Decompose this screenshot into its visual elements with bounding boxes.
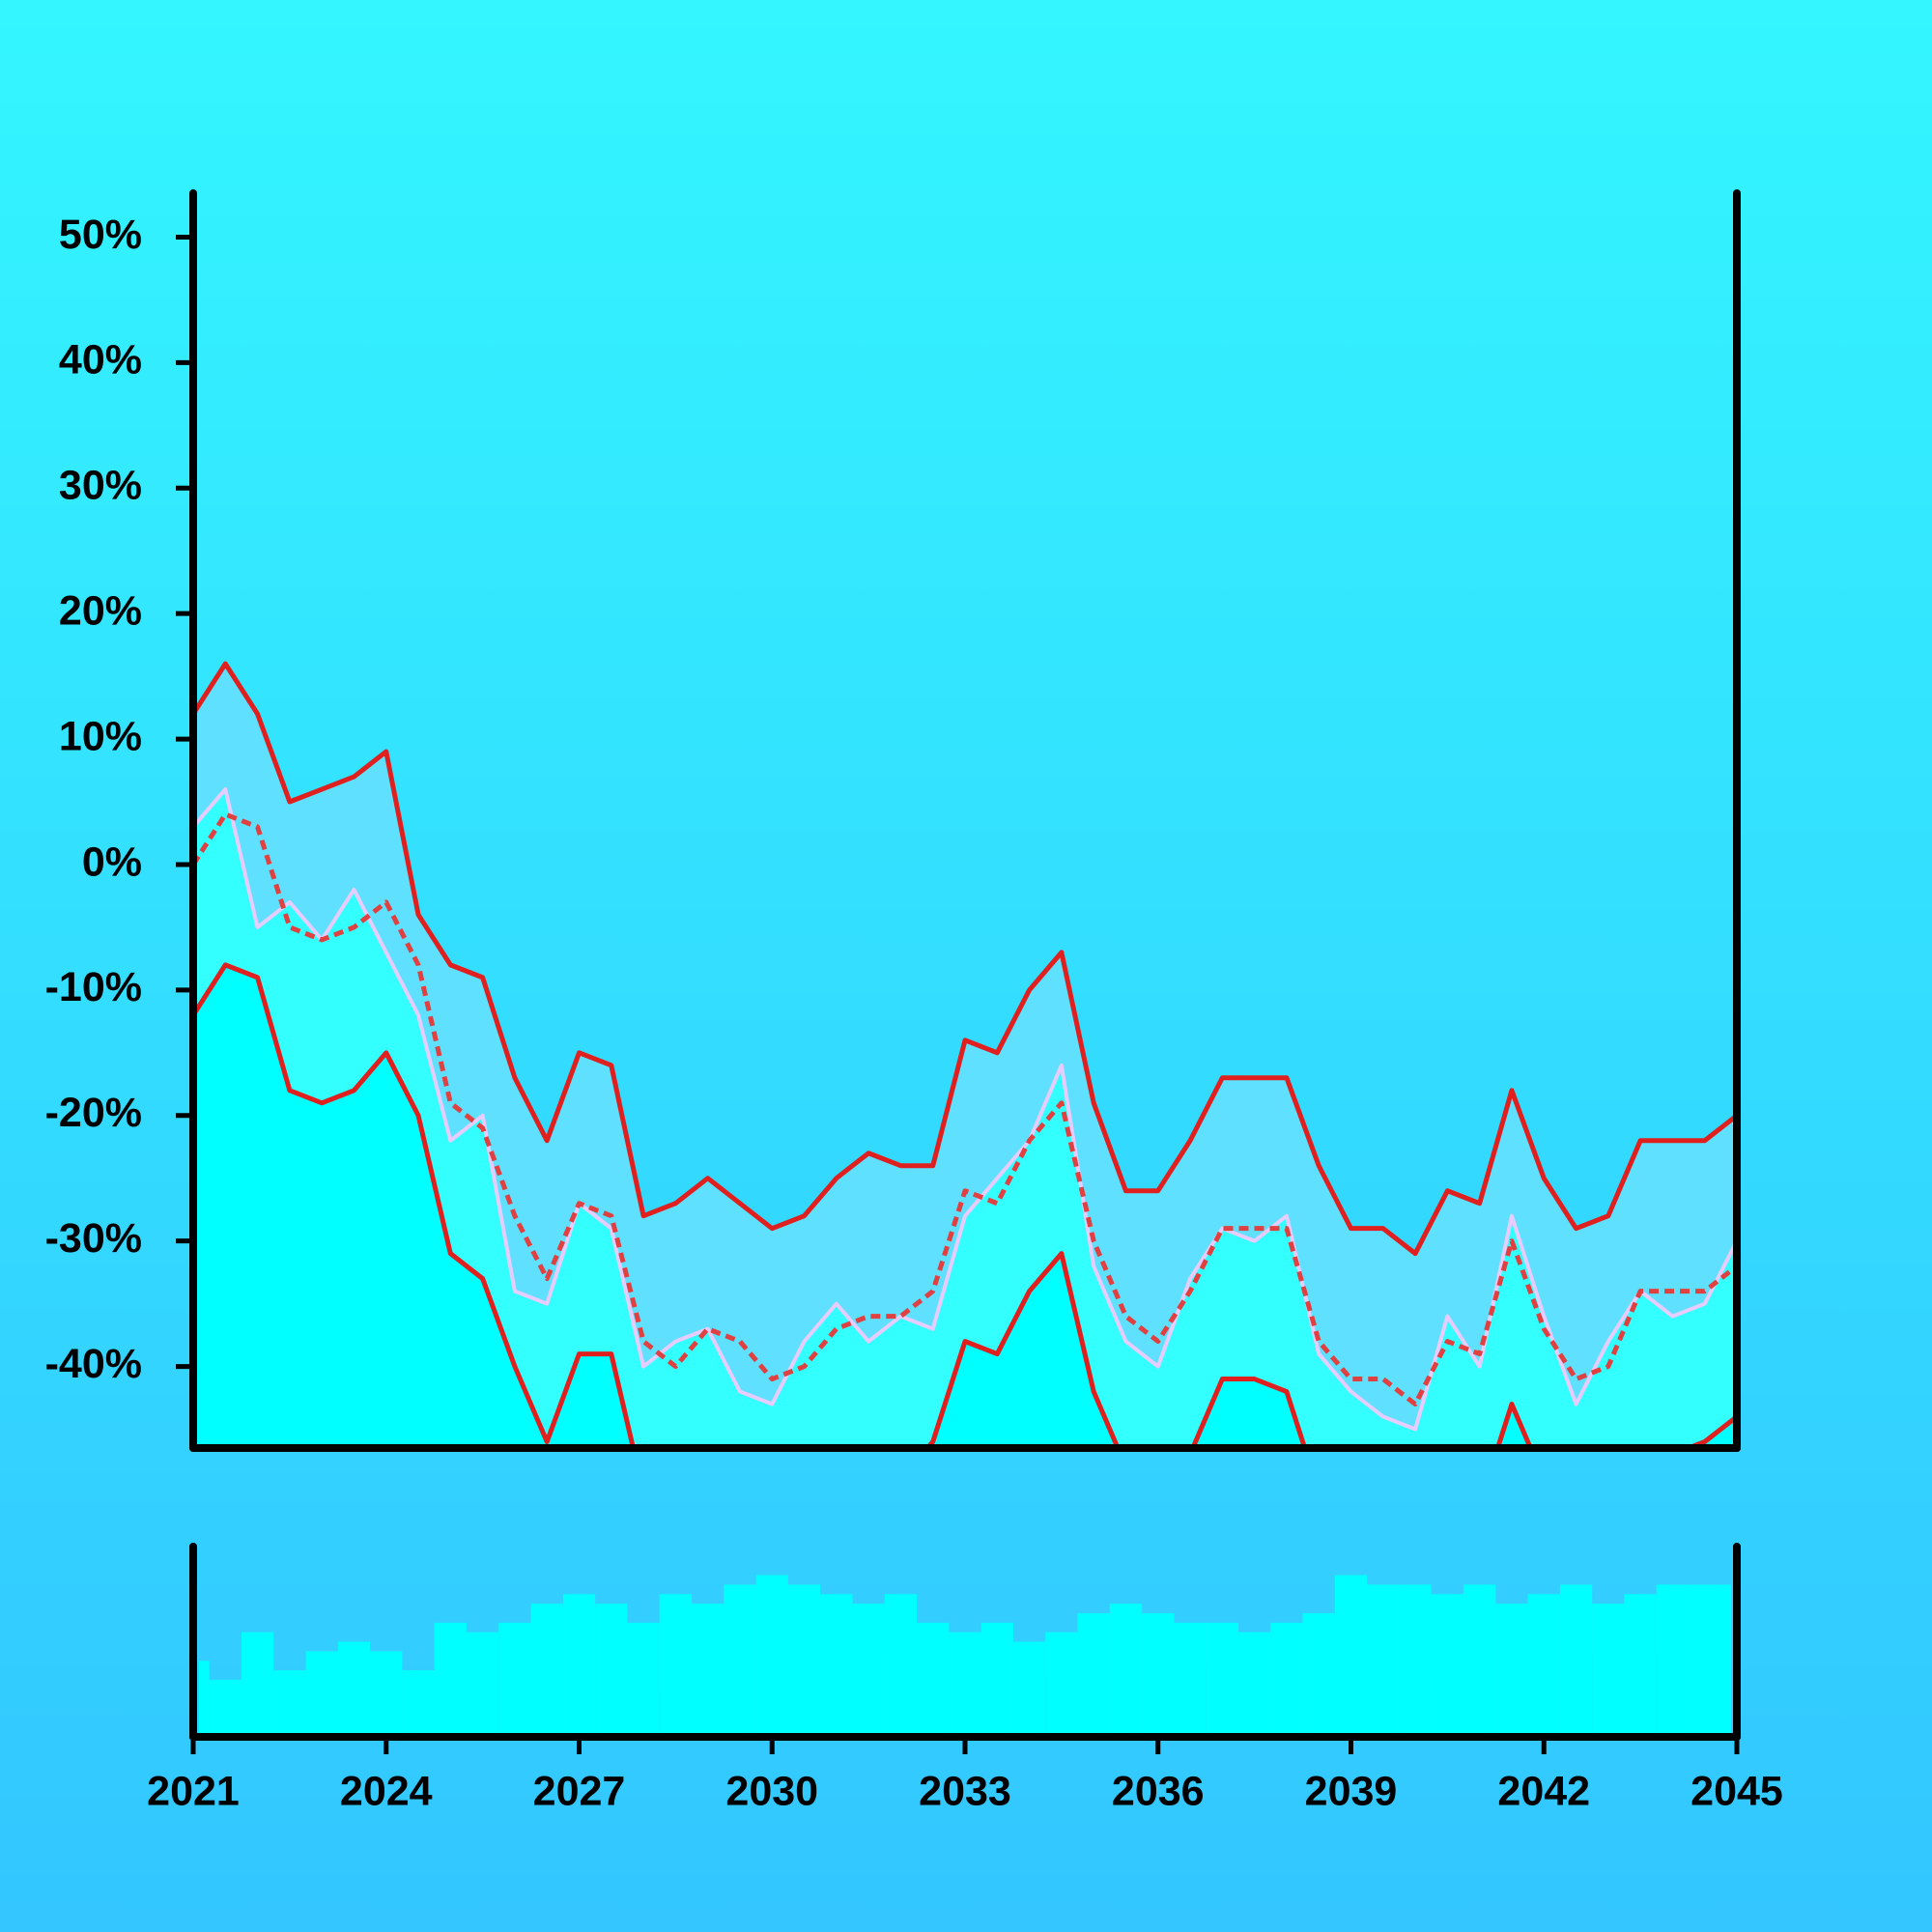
volume-bar bbox=[241, 1632, 274, 1737]
volume-bar bbox=[1689, 1584, 1721, 1737]
volume-bar bbox=[1367, 1584, 1400, 1737]
volume-bar bbox=[692, 1604, 724, 1737]
x-tick-label: 2024 bbox=[340, 1768, 433, 1814]
volume-bar bbox=[595, 1604, 628, 1737]
volume-bar bbox=[852, 1604, 885, 1737]
volume-bar bbox=[1206, 1622, 1238, 1737]
volume-bar bbox=[1624, 1594, 1657, 1737]
x-tick-label: 2042 bbox=[1497, 1768, 1590, 1814]
volume-bar bbox=[562, 1594, 596, 1737]
volume-bar bbox=[1237, 1632, 1271, 1737]
y-tick-label: -20% bbox=[45, 1090, 142, 1136]
volume-bar bbox=[1527, 1594, 1560, 1737]
volume-bar bbox=[659, 1594, 693, 1737]
volume-bar bbox=[1334, 1575, 1368, 1737]
volume-bar bbox=[1270, 1622, 1303, 1737]
volume-bar bbox=[884, 1594, 918, 1737]
y-tick-label: 50% bbox=[59, 212, 142, 258]
volume-bar bbox=[1720, 1584, 1731, 1737]
volume-bar bbox=[820, 1594, 853, 1737]
volume-bar bbox=[498, 1622, 531, 1737]
area bbox=[193, 964, 1737, 1448]
line bbox=[193, 962, 1737, 1448]
x-tick-label: 2045 bbox=[1690, 1768, 1783, 1814]
line bbox=[193, 811, 1737, 1407]
y-tick-label: 40% bbox=[59, 337, 142, 384]
volume-bar bbox=[273, 1670, 306, 1737]
y-tick-label: 30% bbox=[59, 463, 142, 509]
volume-bar bbox=[466, 1632, 499, 1737]
area bbox=[193, 789, 1737, 1448]
x-tick-label: 2021 bbox=[147, 1768, 240, 1814]
y-tick-label: -10% bbox=[45, 964, 142, 1010]
volume-bar bbox=[305, 1651, 338, 1737]
volume-bar bbox=[199, 1661, 210, 1737]
volume-bar bbox=[1109, 1604, 1143, 1737]
x-tick-label: 2033 bbox=[919, 1768, 1011, 1814]
y-tick-label: -30% bbox=[45, 1215, 142, 1262]
volume-bar bbox=[949, 1632, 981, 1737]
axes: 50% 40% 30% 20% 10% 0% -10% -20% -30% -40% 2021 202… bbox=[45, 189, 1783, 1814]
x-tick-label: 2027 bbox=[533, 1768, 626, 1814]
volume-bar bbox=[1656, 1584, 1690, 1737]
volume-bar bbox=[209, 1679, 242, 1737]
y-tick-label: 0% bbox=[82, 838, 142, 885]
volume-bar bbox=[1592, 1604, 1625, 1737]
volume-bar bbox=[434, 1622, 467, 1737]
y-tick-label: 10% bbox=[59, 713, 142, 759]
volume-bar bbox=[402, 1670, 435, 1737]
volume-bar bbox=[1142, 1612, 1175, 1737]
line bbox=[193, 787, 1737, 1432]
volume-bar bbox=[917, 1622, 950, 1737]
volume-bar bbox=[1012, 1641, 1046, 1737]
y-tick-label: 20% bbox=[59, 588, 142, 635]
y-tick-label: -40% bbox=[45, 1341, 142, 1387]
x-tick-label: 2030 bbox=[725, 1768, 818, 1814]
volume-bar bbox=[1399, 1584, 1432, 1737]
line bbox=[193, 661, 1737, 1257]
volume-bar bbox=[980, 1622, 1013, 1737]
volume-bar bbox=[1302, 1612, 1335, 1737]
volume-bar bbox=[1495, 1604, 1528, 1737]
volume-bar bbox=[1174, 1622, 1207, 1737]
plot-area bbox=[193, 661, 1737, 1448]
volume-bar bbox=[1559, 1584, 1593, 1737]
x-tick-label: 2036 bbox=[1112, 1768, 1205, 1814]
volume-bar bbox=[1077, 1612, 1110, 1737]
volume-bar bbox=[627, 1622, 660, 1737]
volume-bar bbox=[755, 1575, 788, 1737]
volume-bar bbox=[787, 1584, 821, 1737]
volume-bar bbox=[337, 1641, 371, 1737]
volume-bar bbox=[370, 1651, 403, 1737]
volume-bar bbox=[1431, 1594, 1464, 1737]
x-tick-label: 2039 bbox=[1305, 1768, 1398, 1814]
volume-bar bbox=[1045, 1632, 1078, 1737]
volume-bar bbox=[724, 1584, 756, 1737]
volume-bar bbox=[530, 1604, 563, 1737]
volume-area bbox=[199, 1575, 1731, 1737]
volume-bar bbox=[1463, 1584, 1496, 1737]
